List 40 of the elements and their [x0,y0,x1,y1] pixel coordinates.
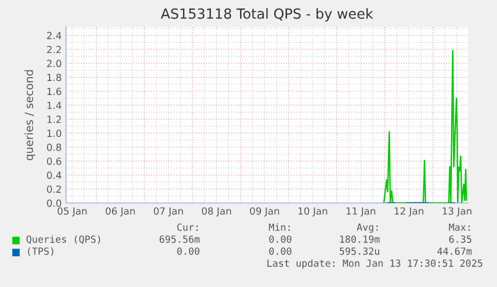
y-tick-label: 1.4 [47,102,62,109]
x-tick-label: 07 Jan [154,207,183,216]
chart-title: AS153118 Total QPS - by week [160,8,374,22]
x-tick-label: 05 Jan [58,207,87,216]
text: 595.32u [340,247,380,255]
text: 6.35 [449,235,472,243]
x-tick-label: 06 Jan [106,207,135,216]
x-tick-label: 13 Jan [442,207,472,216]
y-tick-label: 0.8 [47,144,62,151]
x-tick-label: 08 Jan [202,207,231,216]
y-tick-label: 2.2 [47,46,61,54]
y-tick-label: 0.4 [47,172,62,179]
y-axis-title: queries / second [24,70,36,160]
y-tick-label: 2.4 [47,32,62,40]
text: 180.19m [340,235,380,243]
text: Max: [448,224,470,231]
text: 0.00 [269,235,292,243]
text: Cur: [177,223,198,231]
text: Min: [268,223,290,231]
y-tick-label: 1.8 [47,74,62,82]
y-tick-label: 0.2 [47,186,61,193]
text: 695.56m [160,235,200,243]
text: 0.00 [269,247,292,255]
y-tick-label: 0.6 [47,158,62,165]
line-series [383,50,468,203]
y-tick-label: 0.0 [47,199,62,207]
y-tick-label: 1.2 [47,116,61,123]
text: 44.67m [437,247,472,255]
y-tick-label: 1.6 [47,88,62,96]
x-tick-label: 11 Jan [346,207,376,216]
text: 0.00 [177,247,200,255]
text: Last update: Mon Jan 13 17:30:51 2025 [267,259,482,269]
x-tick-label: 12 Jan [394,207,424,216]
x-tick-label: 09 Jan [250,207,279,216]
y-tick-label: 1.0 [47,130,62,137]
legend-label: Queries (QPS) [26,235,100,244]
text: Avg: [356,224,378,233]
y-tick-label: 2.0 [47,60,62,68]
legend-label: (TPS) [28,247,54,256]
x-tick-label: 10 Jan [298,207,328,216]
